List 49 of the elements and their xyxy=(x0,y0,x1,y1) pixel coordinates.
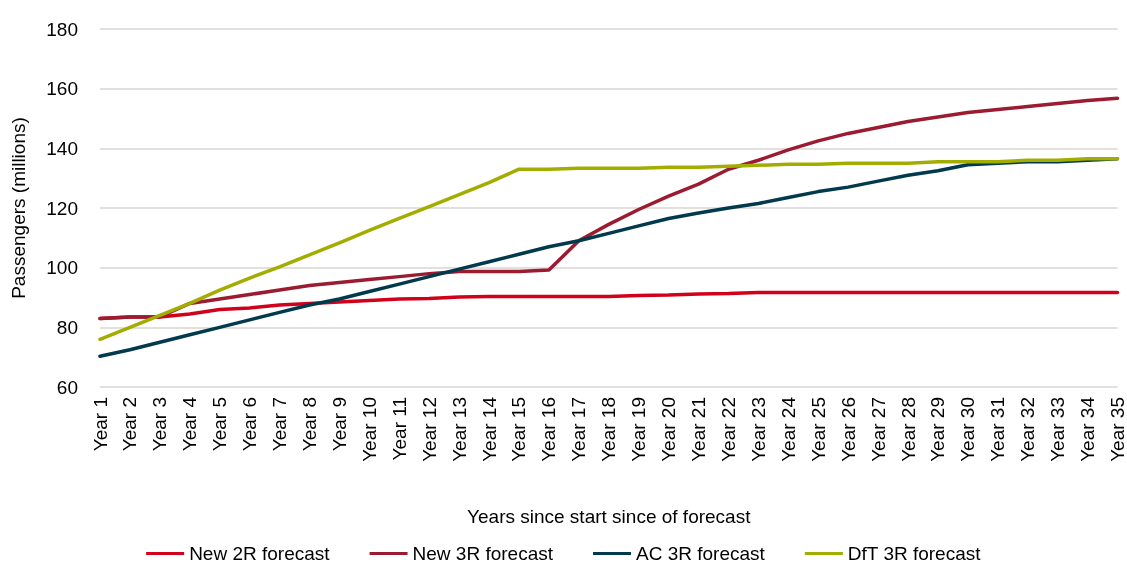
x-tick-label: Year 24 xyxy=(777,396,799,462)
x-tick-label: Year 26 xyxy=(837,397,859,462)
x-tick-label: Year 23 xyxy=(747,397,769,462)
x-tick-label: Year 29 xyxy=(927,397,949,462)
x-tick-label: Year 34 xyxy=(1077,396,1099,462)
x-tick-label: Year 1 xyxy=(89,397,111,452)
x-tick-label: Year 30 xyxy=(957,397,979,462)
x-tick-label: Year 8 xyxy=(298,397,320,452)
x-tick-label: Year 20 xyxy=(658,397,680,462)
x-tick-label: Year 3 xyxy=(149,397,171,452)
x-tick-label: Year 31 xyxy=(987,397,1009,462)
x-tick-label: Year 21 xyxy=(688,397,710,462)
legend-label: DfT 3R forecast xyxy=(847,543,982,564)
x-tick-label: Year 35 xyxy=(1107,397,1127,462)
y-tick-label: 60 xyxy=(56,376,78,398)
x-tick-label: Year 5 xyxy=(209,397,231,452)
x-tick-label: Year 27 xyxy=(867,397,889,462)
x-tick-label: Year 10 xyxy=(358,397,380,462)
x-tick-label: Year 2 xyxy=(119,397,141,452)
legend-label: AC 3R forecast xyxy=(636,543,766,564)
x-tick-label: Year 17 xyxy=(568,397,590,462)
x-tick-label: Year 11 xyxy=(388,397,410,461)
x-tick-label: Year 14 xyxy=(478,396,500,462)
x-tick-label: Year 22 xyxy=(717,397,739,462)
y-tick-label: 120 xyxy=(46,197,78,219)
y-tick-label: 140 xyxy=(46,137,78,159)
x-tick-label: Year 19 xyxy=(628,397,650,462)
line-series xyxy=(98,96,1120,321)
legend-label: New 2R forecast xyxy=(189,543,331,564)
y-axis-title: Passengers (millions) xyxy=(8,117,29,299)
y-tick-label: 80 xyxy=(56,316,78,338)
x-tick-label: Year 9 xyxy=(328,397,350,452)
x-tick-label: Year 15 xyxy=(508,397,530,462)
x-axis-title: Years since start since of forecast xyxy=(467,506,752,527)
x-tick-label: Year 6 xyxy=(239,397,261,452)
x-tick-label: Year 7 xyxy=(269,397,291,452)
x-tick-label: Year 18 xyxy=(598,397,620,462)
x-tick-label: Year 4 xyxy=(179,396,201,452)
y-tick-label: 100 xyxy=(46,257,78,279)
x-tick-label: Year 25 xyxy=(807,397,829,462)
x-tick-label: Year 12 xyxy=(418,397,440,462)
legend-label: New 3R forecast xyxy=(412,543,554,564)
x-tick-label: Year 28 xyxy=(897,397,919,462)
y-tick-label: 180 xyxy=(46,18,78,40)
x-tick-label: Year 13 xyxy=(448,397,470,462)
x-tick-label: Year 32 xyxy=(1017,397,1039,462)
x-tick-label: Year 16 xyxy=(538,397,560,462)
x-tick-label: Year 33 xyxy=(1047,397,1069,462)
y-tick-label: 160 xyxy=(46,78,78,100)
